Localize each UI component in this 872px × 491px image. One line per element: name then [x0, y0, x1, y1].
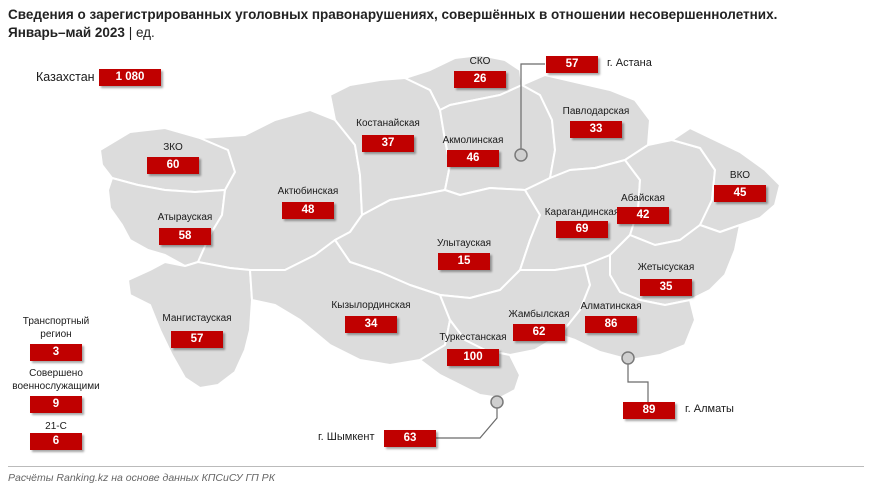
- region-label-sko: СКО: [469, 56, 491, 67]
- region-value-zhambyl: 62: [513, 324, 565, 341]
- side-label-transport: Транспортный регион: [22, 316, 90, 340]
- region-value-sko: 26: [454, 71, 506, 88]
- source-note: Расчёты Ranking.kz на основе данных КПСи…: [8, 472, 275, 484]
- subtitle-period: Январь–май 2023: [8, 25, 125, 40]
- region-label-abai: Абайская: [621, 193, 665, 204]
- side-label-21c: 21-С: [45, 421, 67, 432]
- region-value-kyzylorda: 34: [345, 316, 397, 333]
- almaty-leader-line: [627, 358, 649, 402]
- region-value-turkestan: 100: [447, 349, 499, 366]
- astana-leader-line: [520, 63, 545, 155]
- region-value-atyrau: 58: [159, 228, 211, 245]
- chart-subtitle: Январь–май 2023 | ед.: [8, 24, 155, 42]
- region-shape-vko: [671, 127, 781, 233]
- side-label-military: Совершено военнослужащими: [12, 368, 100, 392]
- city-label-shymkent: г. Шымкент: [318, 431, 375, 443]
- region-value-mangystau: 57: [171, 331, 223, 348]
- city-value-shymkent: 63: [384, 430, 436, 447]
- region-label-turkestan: Туркестанская: [439, 332, 507, 343]
- region-value-vko: 45: [714, 185, 766, 202]
- subtitle-unit: ед.: [135, 25, 155, 40]
- region-label-zko: ЗКО: [163, 142, 183, 153]
- region-value-kostanay: 37: [362, 135, 414, 152]
- city-label-astana: г. Астана: [607, 57, 652, 69]
- region-value-aktobe: 48: [282, 202, 334, 219]
- region-label-akmola: Акмолинская: [442, 135, 504, 146]
- region-shape-mangystau: [127, 261, 253, 389]
- region-label-ulytau: Улытауская: [436, 238, 492, 249]
- region-label-kostanay: Костанайская: [356, 118, 420, 129]
- city-value-almaty: 89: [623, 402, 675, 419]
- side-value-military: 9: [30, 396, 82, 413]
- shymkent-marker: [490, 395, 504, 409]
- region-value-zhetysu: 35: [640, 279, 692, 296]
- region-label-karaganda: Карагандинская: [544, 207, 620, 218]
- city-label-almaty: г. Алматы: [685, 403, 734, 415]
- shymkent-leader-line: [418, 402, 498, 439]
- subtitle-separator: |: [124, 25, 136, 40]
- region-label-pavlodar: Павлодарская: [562, 106, 630, 117]
- region-label-zhetysu: Жетысуская: [637, 262, 695, 273]
- region-label-aktobe: Актюбинская: [277, 186, 339, 197]
- footer-divider: [8, 466, 864, 467]
- side-value-21c: 6: [30, 433, 82, 450]
- region-value-karaganda: 69: [556, 221, 608, 238]
- chart-title: Сведения о зарегистрированных уголовных …: [8, 7, 778, 22]
- almaty-marker: [621, 351, 635, 365]
- region-value-pavlodar: 33: [570, 121, 622, 138]
- region-value-almaty-region: 86: [585, 316, 637, 333]
- region-label-almaty-region: Алматинская: [580, 301, 642, 312]
- region-shape-almaty-region: [559, 254, 696, 361]
- region-label-zhambyl: Жамбылская: [508, 309, 570, 320]
- total-value: 1 080: [99, 69, 161, 86]
- region-label-vko: ВКО: [729, 170, 751, 181]
- region-label-atyrau: Атырауская: [157, 212, 213, 223]
- city-value-astana: 57: [546, 56, 598, 73]
- region-value-abai: 42: [617, 207, 669, 224]
- region-value-akmola: 46: [447, 150, 499, 167]
- region-label-kyzylorda: Кызылординская: [331, 300, 411, 311]
- region-value-ulytau: 15: [438, 253, 490, 270]
- total-label: Казахстан: [36, 70, 95, 84]
- astana-marker: [514, 148, 528, 162]
- side-value-transport: 3: [30, 344, 82, 361]
- region-value-zko: 60: [147, 157, 199, 174]
- region-label-mangystau: Мангистауская: [162, 313, 232, 324]
